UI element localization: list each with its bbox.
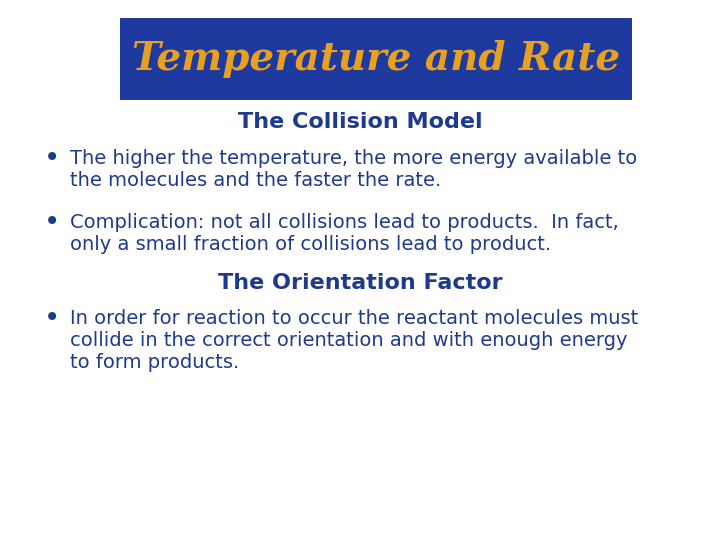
Text: The Collision Model: The Collision Model <box>238 112 482 132</box>
Text: The Orientation Factor: The Orientation Factor <box>217 273 503 293</box>
Text: collide in the correct orientation and with enough energy: collide in the correct orientation and w… <box>70 330 628 349</box>
Text: •: • <box>44 144 60 172</box>
Text: The higher the temperature, the more energy available to: The higher the temperature, the more ene… <box>70 148 637 167</box>
Text: only a small fraction of collisions lead to product.: only a small fraction of collisions lead… <box>70 234 551 253</box>
Text: •: • <box>44 304 60 332</box>
Text: In order for reaction to occur the reactant molecules must: In order for reaction to occur the react… <box>70 308 638 327</box>
FancyBboxPatch shape <box>120 18 632 100</box>
Text: Temperature and Rate: Temperature and Rate <box>132 40 620 78</box>
Text: •: • <box>44 208 60 236</box>
Text: Complication: not all collisions lead to products.  In fact,: Complication: not all collisions lead to… <box>70 213 618 232</box>
Text: to form products.: to form products. <box>70 353 239 372</box>
Text: the molecules and the faster the rate.: the molecules and the faster the rate. <box>70 171 441 190</box>
